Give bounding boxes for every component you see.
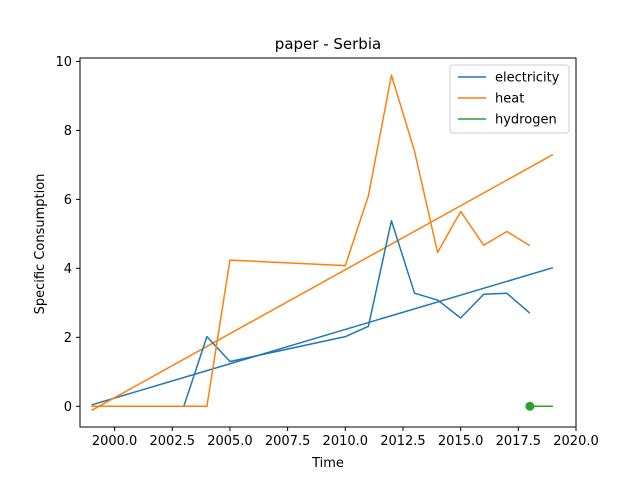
series-marker-hydrogen: [525, 401, 535, 411]
x-tick-label: 2010.0: [323, 434, 369, 449]
legend-label-heat: heat: [495, 92, 524, 107]
legend-label-electricity: electricity: [495, 71, 560, 86]
legend: electricity heat hydrogen: [449, 64, 570, 134]
trend-line-heat: [91, 153, 554, 412]
x-tick-label: 2015.0: [438, 434, 484, 449]
chart-title: paper - Serbia: [275, 35, 381, 53]
y-tick-label: 6: [64, 193, 72, 208]
axes-frame: [79, 57, 577, 428]
series-line-heat: [91, 74, 531, 408]
legend-label-hydrogen: hydrogen: [495, 113, 557, 128]
x-tick-label: 2017.5: [496, 434, 542, 449]
x-tick-label: 2002.5: [150, 434, 196, 449]
x-tick-label: 2007.5: [265, 434, 311, 449]
x-tick-label: 2020.0: [553, 434, 599, 449]
y-axis-label: Specific Consumption: [33, 174, 48, 315]
x-tick-label: 2012.5: [380, 434, 426, 449]
x-tick-label: 2005.0: [207, 434, 253, 449]
y-tick-label: 8: [64, 124, 72, 139]
y-tick-label: 10: [55, 55, 72, 70]
x-tick-label: 2000.0: [92, 434, 138, 449]
y-tick-label: 4: [64, 262, 72, 277]
trend-line-electricity: [91, 266, 554, 406]
y-tick-label: 2: [64, 331, 72, 346]
plot-area: 2000.0 2002.5 2005.0 2007.5 2010.0 2012.5 2015…: [55, 55, 598, 449]
x-axis-label: Time: [311, 456, 344, 471]
legend-box: [449, 64, 570, 134]
y-tick-label: 0: [64, 400, 72, 415]
